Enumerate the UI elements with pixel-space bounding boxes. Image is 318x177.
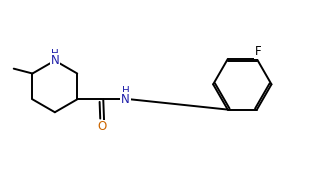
Text: O: O	[98, 120, 107, 133]
Text: N: N	[51, 54, 59, 67]
Text: F: F	[254, 45, 261, 58]
Text: H: H	[122, 86, 130, 96]
Text: H: H	[51, 49, 59, 59]
Text: N: N	[121, 93, 130, 106]
